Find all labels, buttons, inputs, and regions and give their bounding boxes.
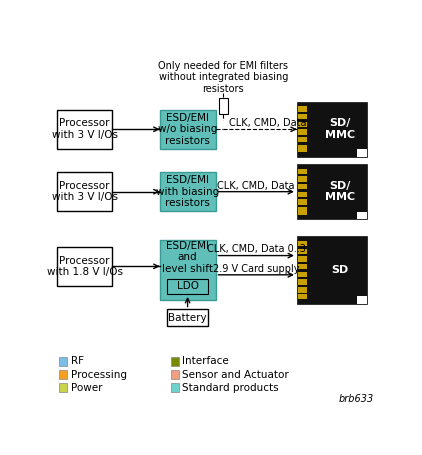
Text: SD/
MMC: SD/ MMC xyxy=(325,118,355,140)
Bar xyxy=(298,256,307,262)
Bar xyxy=(170,357,179,366)
Text: Standard products: Standard products xyxy=(182,383,279,393)
Bar xyxy=(170,384,179,392)
Bar xyxy=(160,240,216,300)
Text: CLK, CMD, Data 0..3: CLK, CMD, Data 0..3 xyxy=(207,244,306,254)
Bar xyxy=(298,279,307,285)
Bar xyxy=(298,287,307,293)
Text: Processing: Processing xyxy=(70,369,127,379)
Text: Sensor and Actuator: Sensor and Actuator xyxy=(182,369,289,379)
Text: ESD/EMI
w/o biasing
resistors: ESD/EMI w/o biasing resistors xyxy=(158,113,217,146)
Text: Processor
with 1.8 V I/Os: Processor with 1.8 V I/Os xyxy=(46,256,122,277)
Text: Power: Power xyxy=(70,383,102,393)
Text: SD/
MMC: SD/ MMC xyxy=(325,181,355,202)
Bar xyxy=(297,101,367,157)
Bar xyxy=(298,145,307,150)
Bar xyxy=(357,149,367,157)
Bar xyxy=(298,106,307,111)
Text: Processor
with 3 V I/Os: Processor with 3 V I/Os xyxy=(51,118,117,140)
Bar xyxy=(298,294,307,299)
Bar xyxy=(298,168,307,174)
Text: brb633: brb633 xyxy=(339,394,374,404)
Bar xyxy=(298,114,307,119)
Text: ESD/EMI
with biasing
resistors: ESD/EMI with biasing resistors xyxy=(156,175,219,208)
Bar xyxy=(298,137,307,142)
Bar xyxy=(59,357,68,366)
Bar xyxy=(298,192,307,197)
Bar xyxy=(298,147,307,152)
Bar xyxy=(219,98,228,114)
Bar xyxy=(357,296,367,304)
Bar xyxy=(298,248,307,254)
Text: CLK, CMD, Data: CLK, CMD, Data xyxy=(217,181,295,191)
Bar xyxy=(59,384,68,392)
Text: SD: SD xyxy=(332,265,349,275)
Bar xyxy=(298,209,307,215)
Bar xyxy=(160,172,216,211)
Text: ESD/EMI
and
level shift: ESD/EMI and level shift xyxy=(162,241,213,274)
Bar xyxy=(298,184,307,189)
Text: Interface: Interface xyxy=(182,356,229,366)
Bar xyxy=(59,370,68,379)
Text: 2.9 V Card supply: 2.9 V Card supply xyxy=(213,264,300,274)
Bar xyxy=(57,110,112,148)
Bar xyxy=(298,264,307,269)
Bar xyxy=(160,110,216,148)
Text: Processor
with 3 V I/Os: Processor with 3 V I/Os xyxy=(51,181,117,202)
Bar xyxy=(298,129,307,135)
Bar xyxy=(298,176,307,182)
Bar xyxy=(168,309,208,326)
Bar xyxy=(298,121,307,127)
Bar xyxy=(57,172,112,211)
Bar xyxy=(170,370,179,379)
Bar xyxy=(168,278,208,294)
Text: RF: RF xyxy=(70,356,84,366)
Bar xyxy=(298,272,307,277)
Bar xyxy=(297,236,367,304)
Bar xyxy=(298,207,307,212)
Bar xyxy=(298,199,307,205)
Bar xyxy=(57,247,112,286)
Bar xyxy=(297,164,367,219)
Text: CLK, CMD, Data: CLK, CMD, Data xyxy=(229,118,306,128)
Bar xyxy=(357,212,367,219)
Bar xyxy=(298,241,307,246)
Text: LDO: LDO xyxy=(176,281,199,291)
Text: Only needed for EMI filters
without integrated biasing
resistors: Only needed for EMI filters without inte… xyxy=(158,61,288,94)
Text: Battery: Battery xyxy=(168,313,207,323)
